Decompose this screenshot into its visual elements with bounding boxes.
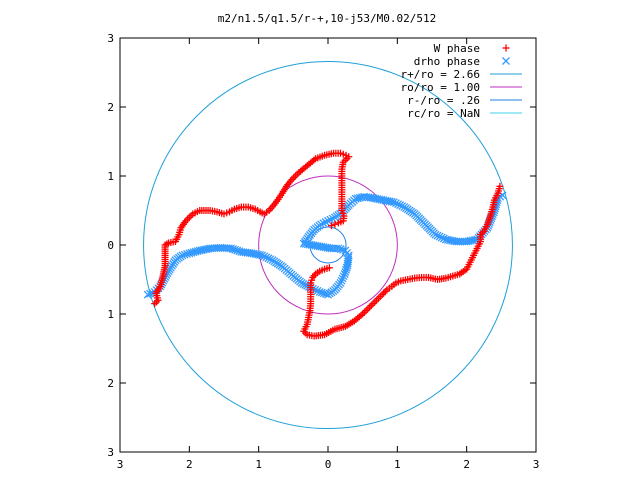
drho-phase-point xyxy=(394,200,402,209)
w-phase-point xyxy=(325,264,333,272)
w-phase-point xyxy=(364,305,372,313)
legend-label: ro/ro = 1.00 xyxy=(401,81,480,94)
x-tick-label: 1 xyxy=(255,458,262,471)
legend-label: drho phase xyxy=(414,55,480,68)
w-phase-point xyxy=(366,303,374,311)
radius-circles xyxy=(143,60,513,430)
drho-phase-point xyxy=(391,199,400,208)
drho-phase-point xyxy=(339,272,348,281)
x-tick-label: 3 xyxy=(533,458,540,471)
drho-phase-point xyxy=(143,290,152,299)
w-phase-point xyxy=(310,156,318,164)
w-phase-point xyxy=(381,287,389,295)
drho-phase-point xyxy=(437,233,446,242)
drho-phase-point xyxy=(435,232,444,241)
x-tick-label: 3 xyxy=(117,458,124,471)
w-phase-point xyxy=(369,300,377,308)
legend-marker xyxy=(502,57,510,65)
drho-phase-point xyxy=(337,276,346,285)
drho-phase-point xyxy=(433,231,442,240)
drho-phase-point xyxy=(146,289,155,298)
drho-phase-point xyxy=(324,216,332,225)
w-phase-point xyxy=(290,174,298,182)
drho-phase-point xyxy=(321,218,330,226)
w-phase-point xyxy=(360,308,368,316)
y-tick-label: 2 xyxy=(107,101,114,114)
radius-circle xyxy=(143,60,513,430)
y-tick-label: 3 xyxy=(107,32,114,45)
drho-phase-point xyxy=(326,215,335,224)
y-tick-label: 3 xyxy=(107,446,114,459)
chart-title: m2/n1.5/q1.5/r-+,10-j53/M0.02/512 xyxy=(218,12,437,25)
x-tick-label: 0 xyxy=(325,458,332,471)
legend-marker xyxy=(502,44,510,52)
drho-phase-point xyxy=(431,230,440,239)
drho-phase-point xyxy=(339,245,347,254)
data-markers xyxy=(143,149,507,340)
drho-phase-point xyxy=(264,254,273,263)
drho-phase-point xyxy=(336,278,345,287)
legend-label: rc/ro = NaN xyxy=(407,107,480,120)
drho-phase-point xyxy=(344,253,353,262)
w-phase-point xyxy=(327,222,335,230)
w-phase-point xyxy=(383,286,391,294)
w-phase-point xyxy=(362,307,370,315)
drho-phase-point xyxy=(396,201,405,210)
w-phase-point xyxy=(163,240,171,248)
w-phase-point xyxy=(185,213,193,221)
drho-phase-point xyxy=(183,250,191,258)
w-phase-point xyxy=(334,219,342,227)
drho-phase-point xyxy=(313,286,322,295)
drho-phase-point xyxy=(178,251,187,260)
w-phase-point xyxy=(367,301,375,309)
legend-label: W phase xyxy=(434,42,480,55)
w-phase-point xyxy=(331,220,339,228)
x-tick-label: 2 xyxy=(186,458,193,471)
y-tick-label: 0 xyxy=(107,239,114,252)
drho-phase-point xyxy=(266,255,275,264)
drho-phase-point xyxy=(258,251,267,260)
y-tick-label: 1 xyxy=(107,308,114,321)
x-tick-label: 2 xyxy=(463,458,470,471)
drho-phase-point xyxy=(341,246,350,255)
w-phase-point xyxy=(291,172,299,180)
legend-label: r-/ro = .26 xyxy=(407,94,480,107)
drho-phase-point xyxy=(180,250,189,259)
y-tick-label: 1 xyxy=(107,170,114,183)
w-phase-point xyxy=(371,298,379,306)
drho-phase-point xyxy=(338,274,347,283)
drho-phase-point xyxy=(262,253,271,262)
drho-phase-point xyxy=(319,219,328,228)
legend-label: r+/ro = 2.66 xyxy=(401,68,480,81)
drho-phase-point xyxy=(389,198,398,207)
x-tick-label: 1 xyxy=(394,458,401,471)
radius-circle xyxy=(258,175,398,315)
w-phase-point xyxy=(380,289,388,297)
w-phase-point xyxy=(293,170,301,178)
drho-phase-point xyxy=(398,202,407,211)
drho-phase-point xyxy=(260,252,269,261)
y-tick-label: 2 xyxy=(107,377,114,390)
drho-phase-point xyxy=(317,220,326,229)
